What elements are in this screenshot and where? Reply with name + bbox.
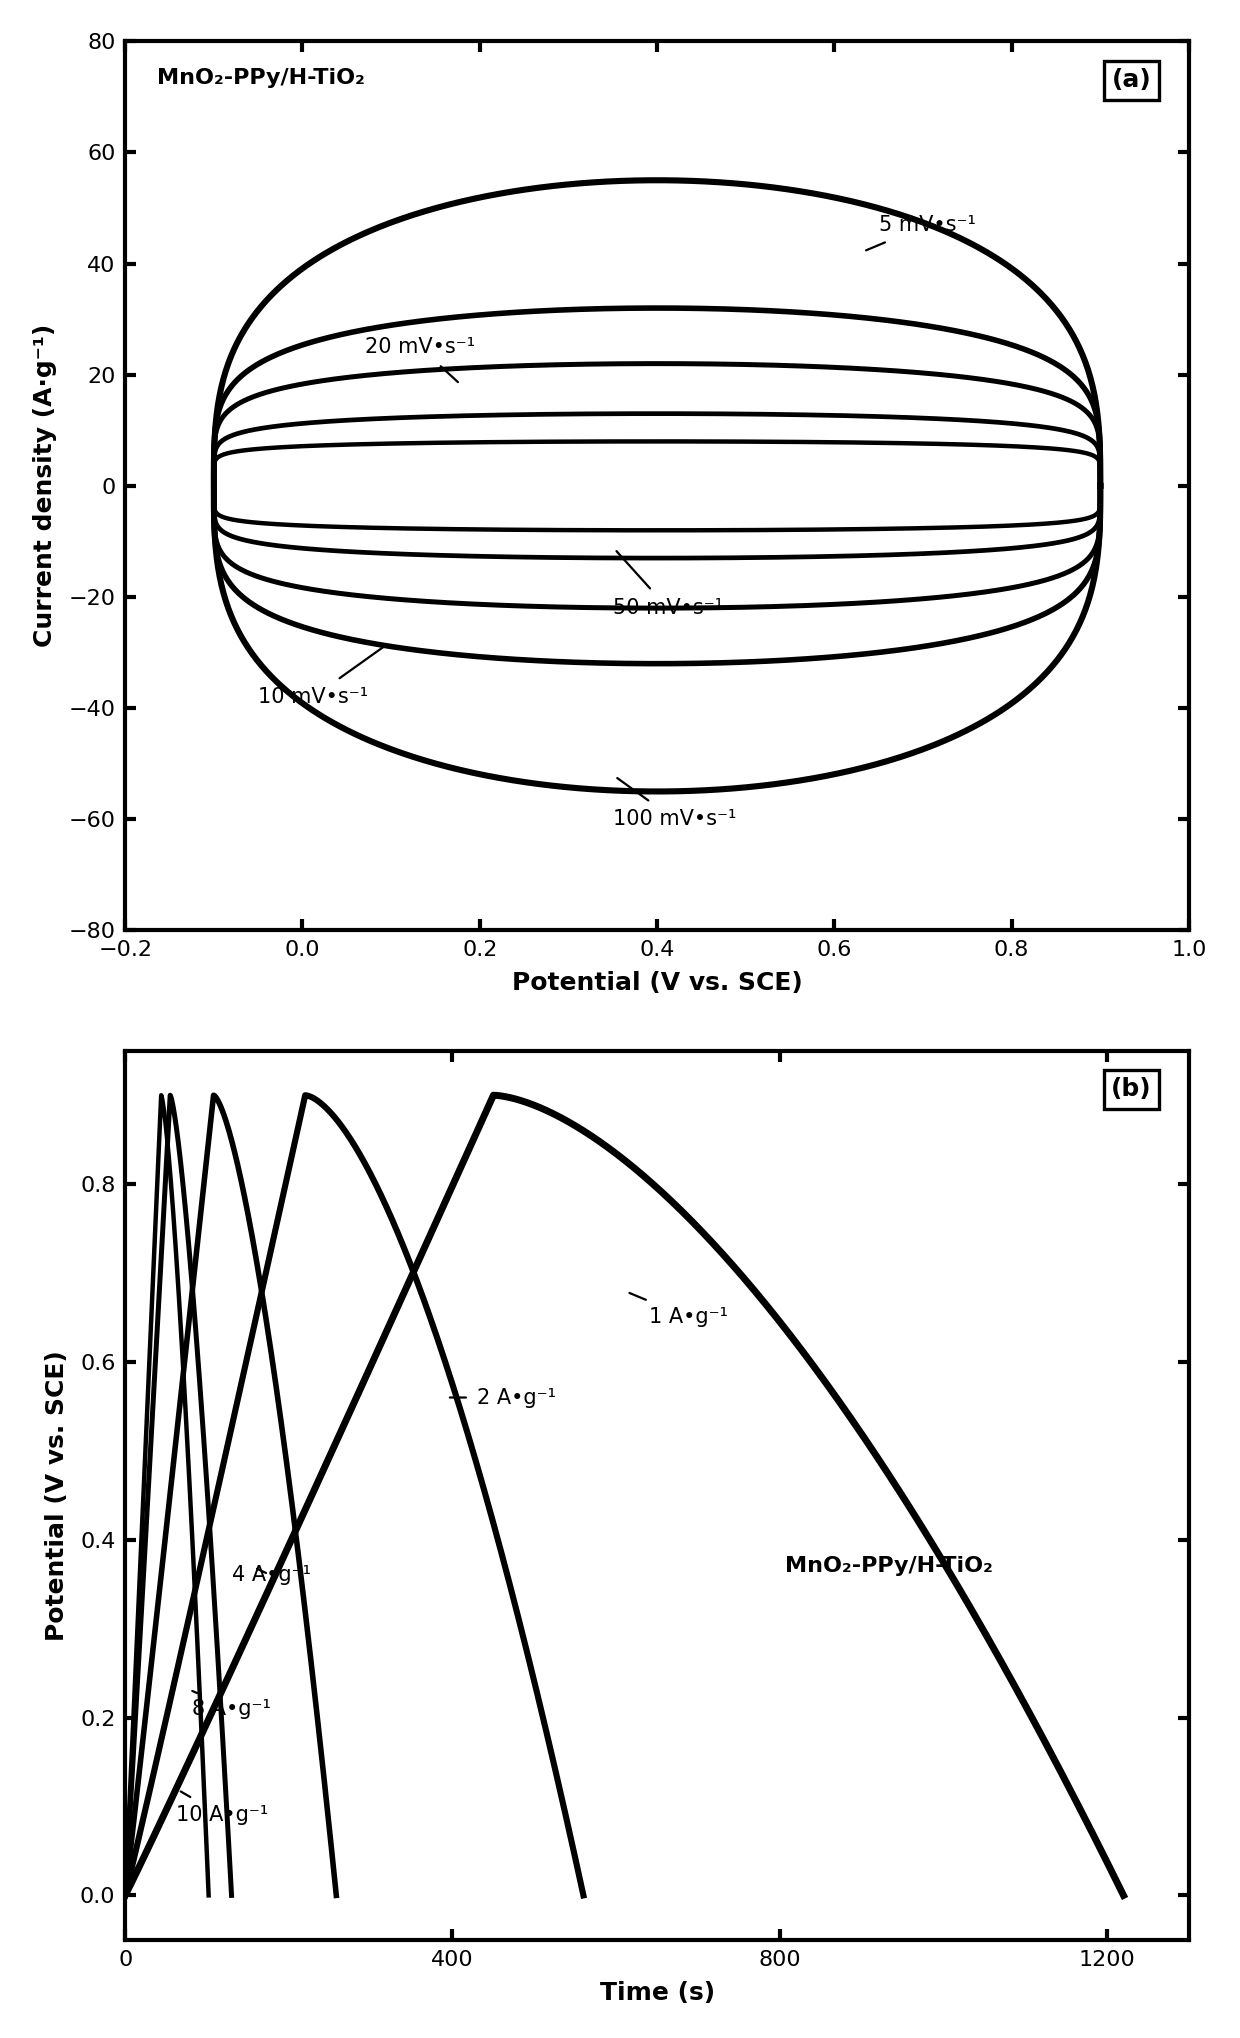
Text: 20 mV•s⁻¹: 20 mV•s⁻¹ bbox=[365, 336, 475, 381]
Y-axis label: Current density (A·g⁻¹): Current density (A·g⁻¹) bbox=[33, 324, 57, 648]
Text: 8 A•g⁻¹: 8 A•g⁻¹ bbox=[192, 1692, 272, 1718]
Text: MnO₂-PPy/H-TiO₂: MnO₂-PPy/H-TiO₂ bbox=[157, 67, 365, 88]
Text: 50 mV•s⁻¹: 50 mV•s⁻¹ bbox=[613, 550, 723, 618]
Text: 5 mV•s⁻¹: 5 mV•s⁻¹ bbox=[866, 214, 976, 251]
Text: (a): (a) bbox=[1112, 67, 1152, 92]
Text: 10 A•g⁻¹: 10 A•g⁻¹ bbox=[176, 1791, 268, 1826]
Text: 1 A•g⁻¹: 1 A•g⁻¹ bbox=[630, 1292, 728, 1327]
Text: MnO₂-PPy/H-TiO₂: MnO₂-PPy/H-TiO₂ bbox=[785, 1557, 992, 1577]
X-axis label: Potential (V vs. SCE): Potential (V vs. SCE) bbox=[512, 972, 802, 995]
Text: 100 mV•s⁻¹: 100 mV•s⁻¹ bbox=[613, 779, 737, 829]
Y-axis label: Potential (V vs. SCE): Potential (V vs. SCE) bbox=[45, 1349, 69, 1641]
X-axis label: Time (s): Time (s) bbox=[599, 1981, 714, 2005]
Text: 2 A•g⁻¹: 2 A•g⁻¹ bbox=[450, 1388, 556, 1408]
Text: (b): (b) bbox=[1111, 1078, 1152, 1101]
Text: 4 A•g⁻¹: 4 A•g⁻¹ bbox=[232, 1565, 310, 1586]
Text: 10 mV•s⁻¹: 10 mV•s⁻¹ bbox=[258, 644, 387, 707]
